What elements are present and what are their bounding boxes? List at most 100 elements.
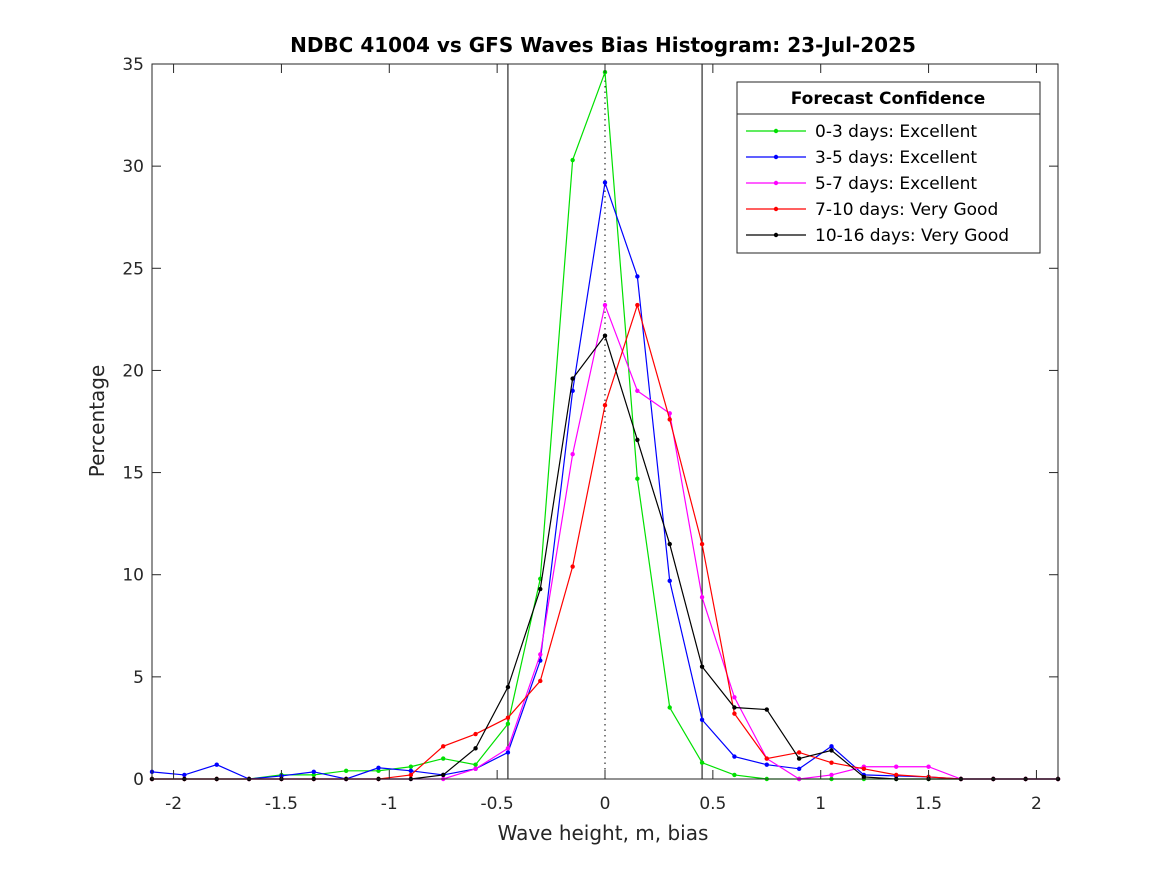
legend-entry-4: 7-10 days: Very Good — [746, 200, 998, 220]
data-point — [796, 766, 802, 771]
data-point — [635, 274, 640, 279]
y-tick-label: 0 — [133, 770, 144, 790]
data-point — [505, 715, 511, 720]
data-point — [602, 333, 608, 338]
legend: Forecast Confidence 0-3 days: Excellent 3… — [736, 81, 1041, 254]
data-point — [538, 678, 543, 684]
data-point — [441, 772, 446, 778]
data-point — [538, 652, 543, 657]
data-point — [408, 764, 414, 769]
chart-title: NDBC 41004 vs GFS Waves Bias Histogram: … — [290, 33, 916, 57]
data-point — [182, 772, 187, 778]
x-tick-label: -2 — [165, 794, 182, 814]
data-point — [894, 772, 899, 778]
x-tick-label: -1 — [381, 794, 398, 814]
data-point — [829, 744, 834, 749]
legend-label: 5-7 days: Excellent — [815, 174, 977, 194]
data-point — [894, 764, 899, 769]
data-point — [829, 748, 834, 753]
data-point — [311, 769, 316, 775]
x-tick-label: 1.5 — [915, 794, 942, 814]
data-point — [214, 762, 219, 767]
data-point — [764, 762, 769, 767]
x-tick-label: 0 — [600, 794, 611, 814]
y-tick-label: 35 — [122, 55, 144, 75]
data-point — [829, 772, 834, 778]
data-point — [505, 746, 511, 751]
data-point — [796, 756, 802, 761]
data-point — [505, 721, 511, 727]
data-point — [635, 437, 640, 443]
data-point — [635, 476, 640, 481]
data-point — [699, 594, 705, 600]
legend-entry-5: 10-16 days: Very Good — [746, 226, 1009, 246]
data-point — [796, 750, 802, 755]
x-tick-label: 1 — [815, 794, 826, 814]
data-point — [376, 768, 381, 774]
data-point — [570, 157, 575, 163]
data-point — [538, 586, 543, 592]
x-tick-label: -0.5 — [481, 794, 514, 814]
legend-label: 0-3 days: Excellent — [815, 122, 977, 142]
data-point — [699, 664, 705, 669]
data-point — [861, 766, 867, 771]
data-point — [667, 705, 672, 710]
data-point — [441, 756, 446, 761]
x-tick-label: -1.5 — [265, 794, 298, 814]
legend-label: 3-5 days: Excellent — [815, 148, 977, 168]
data-point — [570, 564, 575, 569]
x-tick-label: 0.5 — [699, 794, 726, 814]
legend-swatch-marker — [773, 180, 779, 186]
x-tick-label: 2 — [1031, 794, 1042, 814]
legend-entry-3: 5-7 days: Excellent — [746, 174, 977, 194]
data-point — [570, 376, 575, 381]
legend-title: Forecast Confidence — [791, 89, 986, 109]
data-point — [473, 766, 478, 771]
data-point — [732, 705, 737, 710]
legend-swatch-marker — [773, 206, 779, 212]
data-point — [764, 756, 769, 761]
data-point — [376, 765, 381, 770]
data-point — [667, 578, 672, 584]
legend-entry-1: 0-3 days: Excellent — [746, 122, 977, 142]
y-tick-label: 20 — [122, 361, 144, 381]
y-tick-label: 5 — [133, 668, 144, 688]
data-point — [602, 402, 608, 408]
data-point — [699, 760, 705, 765]
data-point — [602, 180, 608, 185]
data-point — [926, 764, 931, 769]
data-point — [505, 684, 511, 690]
data-point — [602, 302, 608, 308]
data-point — [699, 717, 705, 722]
data-point — [699, 541, 705, 547]
data-point — [829, 760, 834, 765]
y-axis-label: Percentage — [85, 365, 109, 478]
y-tick-label: 30 — [122, 157, 144, 177]
data-point — [505, 750, 511, 755]
data-point — [635, 302, 640, 308]
data-point — [343, 768, 349, 774]
data-point — [408, 772, 414, 778]
data-point — [570, 388, 575, 394]
data-point — [732, 695, 737, 700]
data-point — [473, 731, 478, 737]
data-point — [732, 772, 737, 778]
data-point — [441, 744, 446, 749]
legend-swatch-marker — [773, 154, 779, 160]
data-point — [764, 707, 769, 712]
legend-box — [736, 81, 1041, 254]
data-point — [570, 451, 575, 457]
data-point — [408, 768, 414, 774]
data-point — [861, 774, 867, 780]
y-tick-label: 10 — [122, 566, 144, 586]
data-point — [473, 762, 478, 767]
data-point — [635, 388, 640, 394]
data-point — [311, 772, 316, 778]
legend-swatch-marker — [773, 128, 779, 134]
legend-entry-2: 3-5 days: Excellent — [746, 148, 977, 168]
y-tick-label: 15 — [122, 464, 144, 484]
data-point — [732, 711, 737, 716]
data-point — [667, 417, 672, 422]
data-point — [732, 754, 737, 759]
